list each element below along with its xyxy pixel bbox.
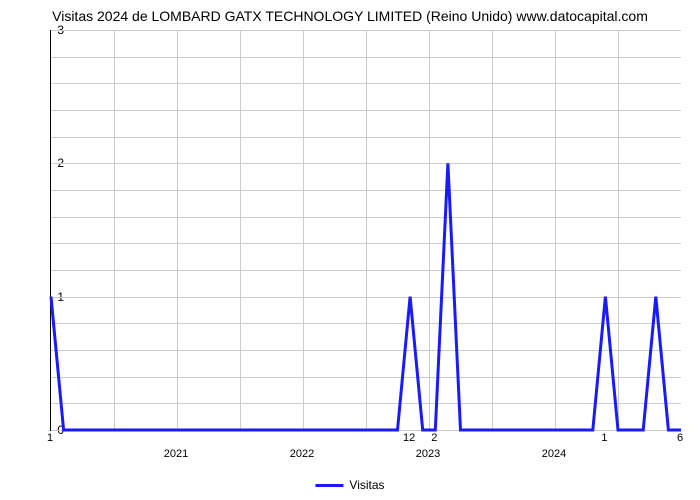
line-series (51, 30, 681, 430)
chart-title: Visitas 2024 de LOMBARD GATX TECHNOLOGY … (0, 0, 700, 24)
x-point-label: 6 (677, 432, 683, 444)
x-tick-label-major: 2024 (542, 448, 566, 460)
x-point-label: 1 (47, 432, 53, 444)
x-tick-label-major: 2021 (164, 448, 188, 460)
x-point-label: 2 (431, 432, 437, 444)
x-tick-label-major: 2023 (416, 448, 440, 460)
chart-container: Visitas 2024 de LOMBARD GATX TECHNOLOGY … (0, 0, 700, 500)
plot-area (50, 30, 681, 431)
x-point-label: 12 (403, 432, 415, 444)
legend-label: Visitas (349, 478, 384, 492)
x-tick-label-major: 2022 (290, 448, 314, 460)
legend-swatch (315, 484, 343, 487)
x-point-label: 1 (601, 432, 607, 444)
legend: Visitas (315, 478, 384, 492)
